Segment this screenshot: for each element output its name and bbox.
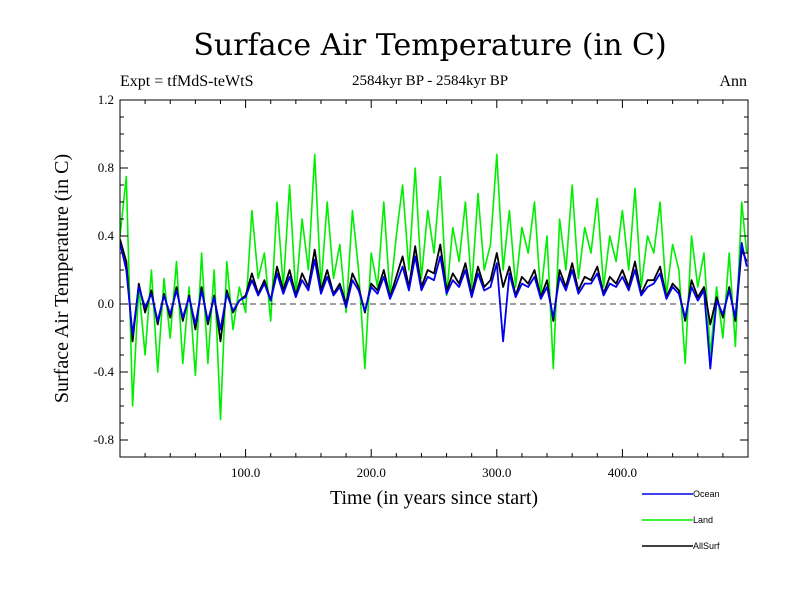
legend-label-allsurf: AllSurf — [693, 541, 720, 551]
period-label: Ann — [719, 73, 747, 90]
series-line-allsurf — [120, 239, 748, 343]
legend-label-ocean: Ocean — [693, 489, 720, 499]
y-axis-label: Surface Air Temperature (in C) — [51, 154, 73, 403]
y-tick-label: -0.4 — [93, 364, 114, 379]
series-line-ocean — [120, 241, 748, 370]
chart-title: Surface Air Temperature (in C) — [193, 28, 667, 63]
experiment-label: Expt = tfMdS-teWtS — [120, 73, 254, 90]
y-tick-label: 0.8 — [98, 160, 114, 175]
plot-frame — [119, 99, 749, 458]
legend: Ocean Land AllSurf — [642, 489, 720, 551]
x-tick-label: 400.0 — [608, 465, 637, 480]
y-tick-label: -0.8 — [93, 432, 114, 447]
x-tick-label: 100.0 — [231, 465, 260, 480]
x-tick-label: 200.0 — [357, 465, 386, 480]
y-tick-label: 0.4 — [98, 228, 115, 243]
series-line-land — [120, 153, 748, 421]
axes: 100.0 200.0 300.0 400.0 -0.8 -0.4 0.0 0.4 0.8 1.2… — [51, 92, 749, 509]
y-tick-label: 0.0 — [98, 296, 114, 311]
x-axis-label: Time (in years since start) — [330, 487, 538, 509]
legend-label-land: Land — [693, 515, 713, 525]
chart-subtitle: 2584kyr BP - 2584kyr BP — [351, 73, 509, 89]
x-tick-label: 300.0 — [482, 465, 511, 480]
plot-lines — [120, 153, 748, 421]
y-tick-label: 1.2 — [98, 92, 114, 107]
